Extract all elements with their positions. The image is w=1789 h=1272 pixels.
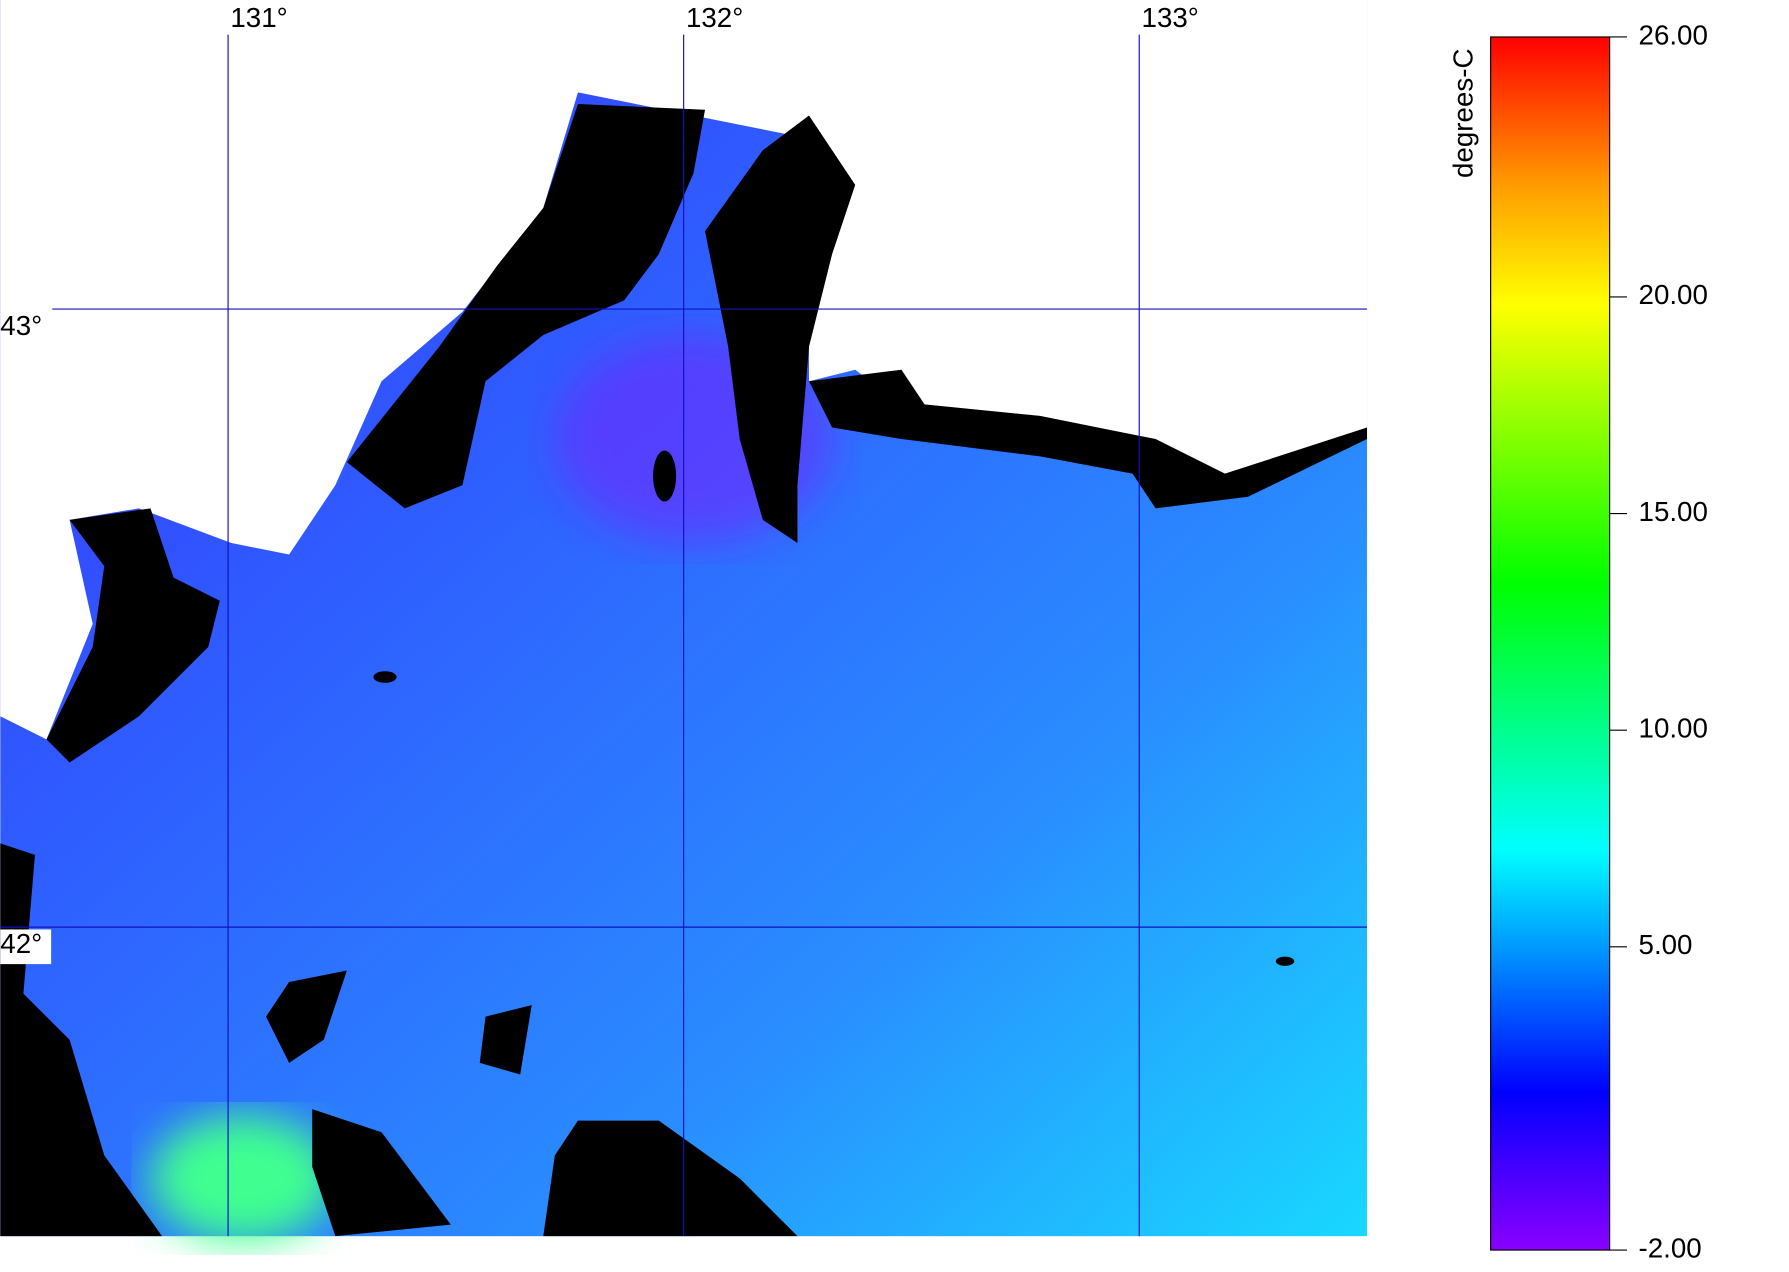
lat-label: 43° xyxy=(0,310,42,341)
colorbar-tick-label: 15.00 xyxy=(1639,496,1708,527)
colorbar: degrees-C 26.00 20.00 15.00 10.00 5.00 -2.00 xyxy=(1448,19,1708,1263)
no-data-area xyxy=(0,0,1368,740)
label-background xyxy=(0,929,52,965)
land-mass xyxy=(46,508,220,763)
lat-label: 42° xyxy=(0,928,42,959)
colorbar-tick-label: 26.00 xyxy=(1639,19,1708,50)
colorbar-tick-label: 10.00 xyxy=(1639,712,1708,743)
lon-label: 131° xyxy=(230,2,287,33)
colorbar-tick-label: -2.00 xyxy=(1639,1232,1702,1263)
cloud-mask xyxy=(479,1005,532,1075)
cloud-mask xyxy=(1275,956,1295,966)
land-mass xyxy=(346,103,706,509)
land-mass xyxy=(809,369,1368,509)
graticule: 131° 132° 133° 43° 42° xyxy=(0,2,1368,1237)
warm-patch xyxy=(150,1114,336,1242)
lon-label: 133° xyxy=(1142,2,1199,33)
colorbar-tick-label: 20.00 xyxy=(1639,279,1708,310)
cloud-mask xyxy=(0,843,163,1237)
cloud-mask xyxy=(373,671,397,683)
cloud-mask xyxy=(543,1120,798,1237)
colorbar-scale xyxy=(1490,36,1611,1251)
island xyxy=(653,450,677,502)
colorbar-tick-label: 5.00 xyxy=(1639,929,1693,960)
colorbar-label: degrees-C xyxy=(1448,49,1479,178)
land-mass xyxy=(705,115,856,543)
land xyxy=(0,103,1368,1237)
cloud-mask xyxy=(266,970,347,1063)
lon-label: 132° xyxy=(686,2,743,33)
cloud-mask xyxy=(312,1109,451,1237)
